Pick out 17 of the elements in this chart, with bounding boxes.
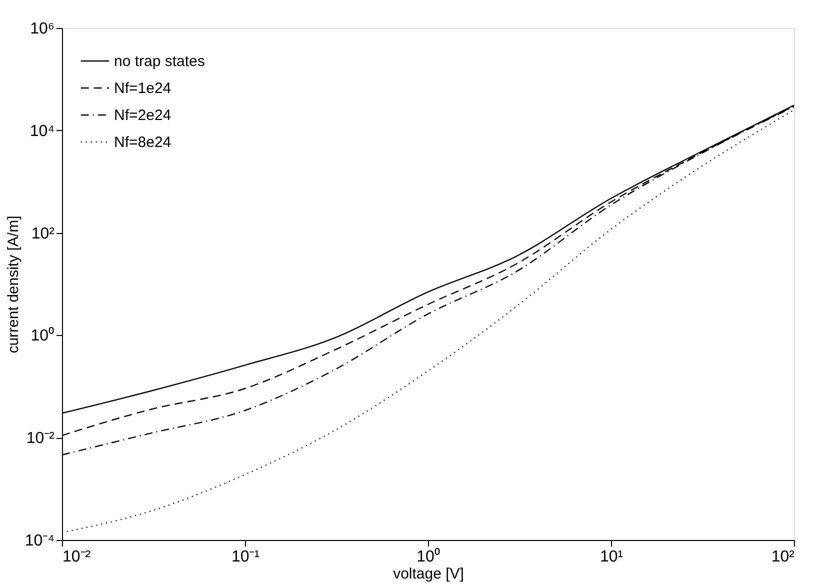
x-tick-label: 10¹ (600, 548, 624, 566)
x-tick-label: 10² (771, 548, 796, 566)
legend-label: no trap states (114, 53, 205, 70)
y-tick-label: 10² (31, 225, 56, 242)
legend-label: Nf=1e24 (114, 80, 172, 97)
legend-label: Nf=2e24 (114, 107, 172, 124)
x-tick-label: 10⁻¹ (231, 548, 260, 566)
x-tick-label: 10⁻² (62, 548, 92, 566)
y-tick-label: 10⁻⁴ (24, 532, 55, 550)
y-tick-label: 10⁶ (30, 20, 54, 38)
x-tick-label: 10⁰ (416, 548, 440, 566)
y-tick-label: 10⁴ (30, 122, 55, 140)
y-axis-title: current density [A/m] (4, 216, 22, 354)
y-tick-label: 10⁻² (26, 430, 56, 448)
y-tick-label: 10⁰ (30, 326, 54, 345)
legend-label: Nf=8e24 (114, 134, 172, 151)
x-axis-title: voltage [V] (393, 566, 464, 582)
